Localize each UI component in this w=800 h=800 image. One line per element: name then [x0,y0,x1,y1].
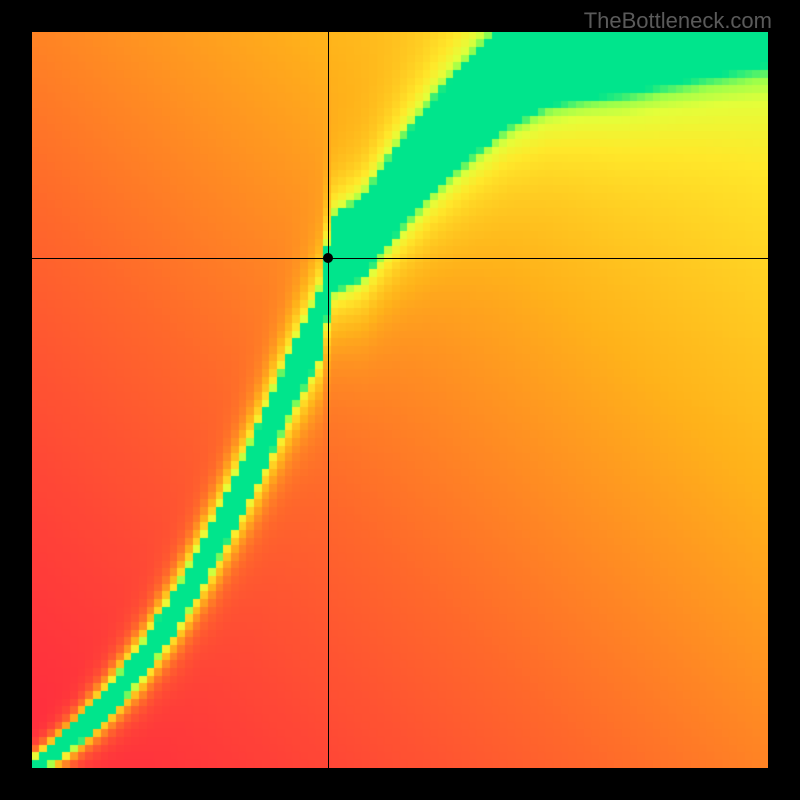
crosshair-horizontal [32,258,768,259]
heatmap-canvas [32,32,768,768]
bottleneck-heatmap [32,32,768,768]
crosshair-vertical [328,32,329,768]
marker-dot [323,253,333,263]
watermark-text: TheBottleneck.com [584,8,772,34]
